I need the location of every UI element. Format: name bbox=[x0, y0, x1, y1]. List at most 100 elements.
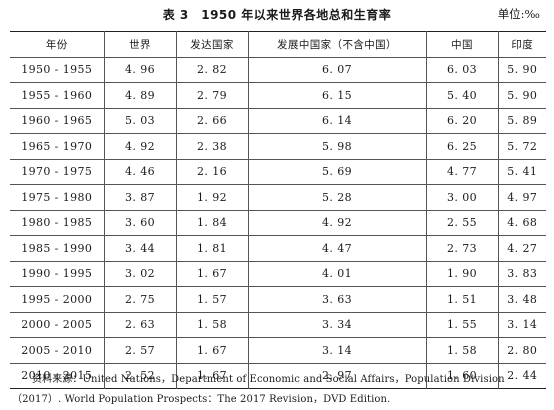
cell-developed: 1. 67 bbox=[175, 362, 249, 389]
cell-china: 4. 77 bbox=[425, 158, 499, 185]
cell-india: 5. 72 bbox=[497, 133, 546, 160]
table-title: 表 3 1950 年以来世界各地总和生育率 bbox=[162, 8, 392, 22]
cell-china: 1. 55 bbox=[425, 311, 499, 338]
table-row: 1980 - 1985 3. 60 1. 84 4. 92 2. 55 4. 68 bbox=[10, 209, 546, 236]
cell-india: 4. 97 bbox=[497, 184, 546, 211]
cell-india: 3. 48 bbox=[497, 286, 546, 313]
cell-india: 3. 14 bbox=[497, 311, 546, 338]
cell-year: 1960 - 1965 bbox=[10, 107, 105, 134]
title-row: 表 3 1950 年以来世界各地总和生育率 单位:‰ bbox=[0, 4, 554, 26]
cell-year: 1955 - 1960 bbox=[10, 82, 105, 109]
cell-india: 5. 89 bbox=[497, 107, 546, 134]
table-row: 1960 - 1965 5. 03 2. 66 6. 14 6. 20 5. 89 bbox=[10, 107, 546, 134]
cell-world: 3. 02 bbox=[103, 260, 177, 287]
table-row: 2010 - 2015 2. 52 1. 67 2. 97 1. 60 2. 44 bbox=[10, 362, 546, 389]
cell-world: 3. 87 bbox=[103, 184, 177, 211]
cell-world: 4. 89 bbox=[103, 82, 177, 109]
cell-developing-excl-china: 3. 63 bbox=[247, 286, 427, 313]
cell-developing-excl-china: 5. 98 bbox=[247, 133, 427, 160]
source-note: 资料来源：United Nations，Department of Econom… bbox=[12, 374, 505, 405]
cell-developing-excl-china: 6. 07 bbox=[247, 56, 427, 83]
header-developed: 发达国家 bbox=[175, 31, 249, 58]
cell-year: 1995 - 2000 bbox=[10, 286, 105, 313]
table-body: 1950 - 1955 4. 96 2. 82 6. 07 6. 03 5. 90 1955… bbox=[10, 56, 546, 389]
header-year: 年份 bbox=[10, 31, 105, 58]
cell-year: 1975 - 1980 bbox=[10, 184, 105, 211]
cell-developed: 2. 66 bbox=[175, 107, 249, 134]
cell-india: 2. 80 bbox=[497, 337, 546, 364]
cell-china: 2. 73 bbox=[425, 235, 499, 262]
cell-world: 2. 52 bbox=[103, 362, 177, 389]
cell-developed: 1. 67 bbox=[175, 337, 249, 364]
cell-developing-excl-china: 4. 92 bbox=[247, 209, 427, 236]
cell-china: 2. 55 bbox=[425, 209, 499, 236]
cell-china: 1. 51 bbox=[425, 286, 499, 313]
table-row: 2005 - 2010 2. 57 1. 67 3. 14 1. 58 2. 80 bbox=[10, 337, 546, 364]
table-row: 1965 - 1970 4. 92 2. 38 5. 98 6. 25 5. 72 bbox=[10, 133, 546, 160]
cell-developing-excl-china: 2. 97 bbox=[247, 362, 427, 389]
cell-developed: 2. 79 bbox=[175, 82, 249, 109]
cell-india: 4. 27 bbox=[497, 235, 546, 262]
cell-year: 2000 - 2005 bbox=[10, 311, 105, 338]
cell-developed: 2. 38 bbox=[175, 133, 249, 160]
cell-china: 1. 90 bbox=[425, 260, 499, 287]
cell-year: 1985 - 1990 bbox=[10, 235, 105, 262]
table-header-row: 年份 世界 发达国家 发展中国家（不含中国） 中国 印度 bbox=[10, 31, 546, 58]
cell-world: 3. 60 bbox=[103, 209, 177, 236]
cell-world: 3. 44 bbox=[103, 235, 177, 262]
header-world: 世界 bbox=[103, 31, 177, 58]
cell-year: 1970 - 1975 bbox=[10, 158, 105, 185]
cell-developed: 1. 84 bbox=[175, 209, 249, 236]
cell-developed: 1. 81 bbox=[175, 235, 249, 262]
fertility-rate-table: 年份 世界 发达国家 发展中国家（不含中国） 中国 印度 1950 - 1955… bbox=[10, 31, 546, 389]
cell-world: 2. 57 bbox=[103, 337, 177, 364]
cell-developed: 1. 58 bbox=[175, 311, 249, 338]
table-row: 2000 - 2005 2. 63 1. 58 3. 34 1. 55 3. 14 bbox=[10, 311, 546, 338]
cell-china: 6. 25 bbox=[425, 133, 499, 160]
cell-year: 1990 - 1995 bbox=[10, 260, 105, 287]
cell-world: 4. 92 bbox=[103, 133, 177, 160]
cell-developing-excl-china: 5. 28 bbox=[247, 184, 427, 211]
table-row: 1985 - 1990 3. 44 1. 81 4. 47 2. 73 4. 27 bbox=[10, 235, 546, 262]
cell-developed: 1. 92 bbox=[175, 184, 249, 211]
cell-developing-excl-china: 3. 34 bbox=[247, 311, 427, 338]
cell-world: 2. 63 bbox=[103, 311, 177, 338]
cell-india: 3. 83 bbox=[497, 260, 546, 287]
cell-developing-excl-china: 6. 14 bbox=[247, 107, 427, 134]
cell-year: 1980 - 1985 bbox=[10, 209, 105, 236]
cell-year: 1965 - 1970 bbox=[10, 133, 105, 160]
cell-china: 6. 03 bbox=[425, 56, 499, 83]
cell-china: 5. 40 bbox=[425, 82, 499, 109]
header-developing-excl-china: 发展中国家（不含中国） bbox=[247, 31, 427, 58]
cell-india: 2. 44 bbox=[497, 362, 546, 389]
unit-label: 单位:‰ bbox=[497, 7, 540, 21]
cell-china: 3. 00 bbox=[425, 184, 499, 211]
cell-developing-excl-china: 4. 01 bbox=[247, 260, 427, 287]
header-india: 印度 bbox=[497, 31, 546, 58]
table-row: 1955 - 1960 4. 89 2. 79 6. 15 5. 40 5. 90 bbox=[10, 82, 546, 109]
cell-india: 5. 90 bbox=[497, 56, 546, 83]
cell-developing-excl-china: 3. 14 bbox=[247, 337, 427, 364]
cell-year: 2005 - 2010 bbox=[10, 337, 105, 364]
cell-india: 5. 90 bbox=[497, 82, 546, 109]
cell-world: 4. 46 bbox=[103, 158, 177, 185]
cell-world: 5. 03 bbox=[103, 107, 177, 134]
cell-world: 2. 75 bbox=[103, 286, 177, 313]
table-row: 1970 - 1975 4. 46 2. 16 5. 69 4. 77 5. 41 bbox=[10, 158, 546, 185]
cell-year: 1950 - 1955 bbox=[10, 56, 105, 83]
table-row: 1975 - 1980 3. 87 1. 92 5. 28 3. 00 4. 97 bbox=[10, 184, 546, 211]
cell-developing-excl-china: 6. 15 bbox=[247, 82, 427, 109]
cell-world: 4. 96 bbox=[103, 56, 177, 83]
cell-developed: 2. 16 bbox=[175, 158, 249, 185]
cell-developed: 1. 67 bbox=[175, 260, 249, 287]
cell-india: 4. 68 bbox=[497, 209, 546, 236]
cell-developed: 1. 57 bbox=[175, 286, 249, 313]
header-china: 中国 bbox=[425, 31, 499, 58]
cell-developing-excl-china: 5. 69 bbox=[247, 158, 427, 185]
cell-china: 6. 20 bbox=[425, 107, 499, 134]
table-row: 1950 - 1955 4. 96 2. 82 6. 07 6. 03 5. 90 bbox=[10, 56, 546, 83]
table-row: 1995 - 2000 2. 75 1. 57 3. 63 1. 51 3. 48 bbox=[10, 286, 546, 313]
cell-developing-excl-china: 4. 47 bbox=[247, 235, 427, 262]
cell-china: 1. 58 bbox=[425, 337, 499, 364]
